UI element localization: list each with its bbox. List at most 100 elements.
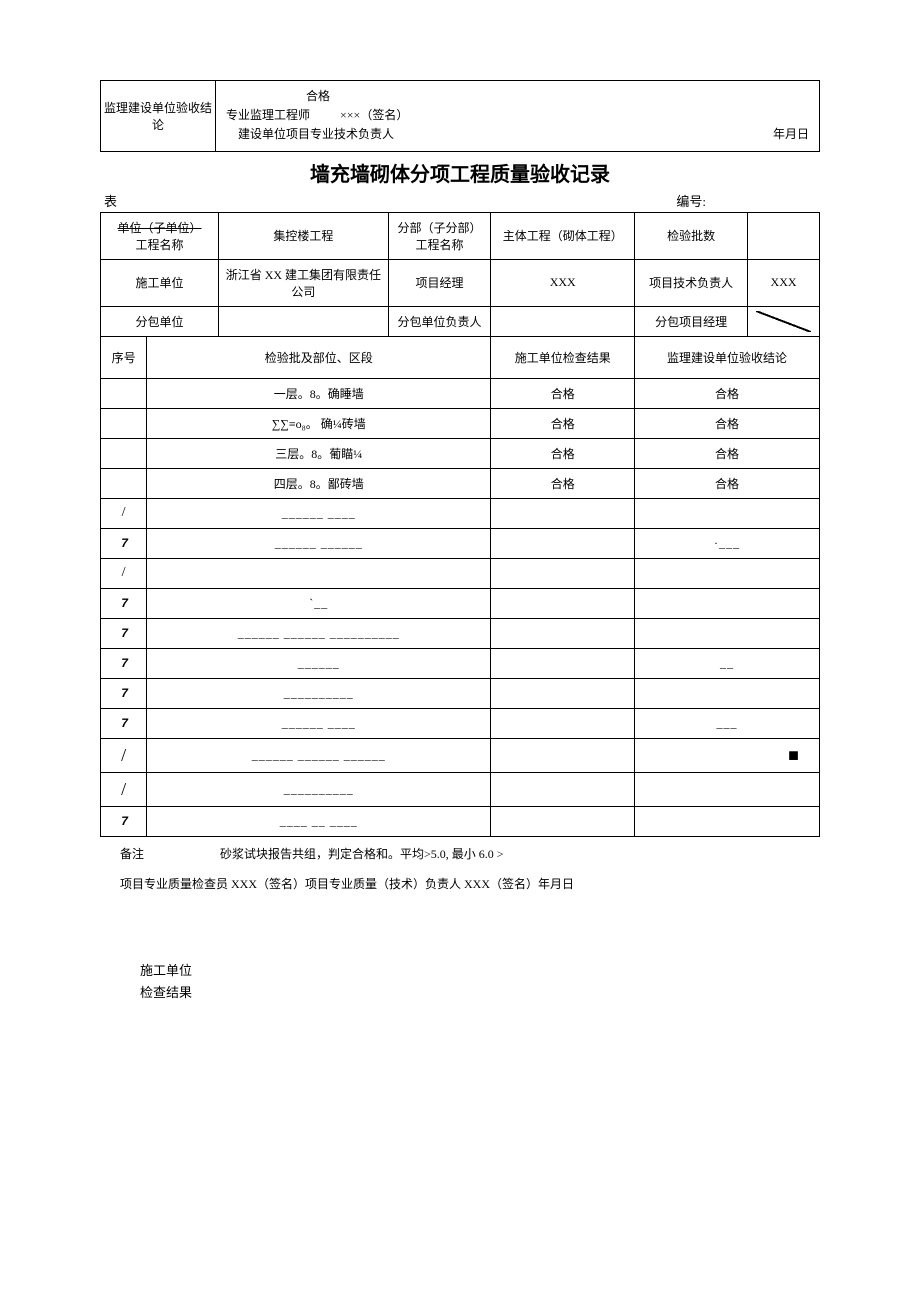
footer-line2: 检查结果 <box>140 982 820 1004</box>
table-label: 表 <box>104 191 224 210</box>
seq-mark: 7 <box>101 588 147 618</box>
result-empty <box>491 678 635 708</box>
unit-name-value: 集控楼工程 <box>219 212 388 259</box>
empty-row: 7 `__ <box>101 588 820 618</box>
section-name-value: 主体工程（砌体工程） <box>491 212 635 259</box>
result-empty <box>491 528 635 558</box>
col-seq: 序号 <box>101 336 147 378</box>
conclusion-empty: ___ <box>635 708 820 738</box>
col-result: 施工单位检查结果 <box>491 336 635 378</box>
dash-cell: ______ <box>147 648 491 678</box>
top-conclusion-box: 监理建设单位验收结论 合格 专业监理工程师 ×××（签名） 建设单位项目专业技术… <box>100 80 820 152</box>
seq-mark: 7 <box>101 528 147 558</box>
top-box-label: 监理建设单位验收结论 <box>101 81 216 151</box>
conclusion-empty <box>635 678 820 708</box>
subcontract-value <box>219 306 388 336</box>
info-row-2: 施工单位 浙江省 XX 建工集团有限责任公司 项目经理 XXX 项目技术负责人 … <box>101 259 820 306</box>
batch-cell: 一层。8。确睡墙 <box>147 378 491 408</box>
batch-count-value <box>748 212 820 259</box>
main-table: 单位（子单位） 工程名称 集控楼工程 分部（子分部） 工程名称 主体工程（砌体工… <box>100 212 820 837</box>
notes-label: 备注 <box>120 843 220 866</box>
empty-row: / __________ <box>101 772 820 806</box>
seq-cell <box>101 408 147 438</box>
dash-cell: ______ ______ __________ <box>147 618 491 648</box>
top-line3: 建设单位项目专业技术负责人 <box>226 125 809 144</box>
conclusion-empty: __ <box>635 648 820 678</box>
footer-line1: 施工单位 <box>140 960 820 982</box>
info-row-3: 分包单位 分包单位负责人 分包项目经理 <box>101 306 820 336</box>
info-row-1: 单位（子单位） 工程名称 集控楼工程 分部（子分部） 工程名称 主体工程（砌体工… <box>101 212 820 259</box>
notes-signature: 项目专业质量检查员 XXX（签名）项目专业质量（技术）负责人 XXX（签名）年月… <box>120 873 816 896</box>
dash-cell: ______ ____ <box>147 498 491 528</box>
conclusion-cell: 合格 <box>635 378 820 408</box>
result-empty <box>491 806 635 836</box>
construction-unit-label: 施工单位 <box>101 259 219 306</box>
batch-cell: 三层。8。葡瞄¼ <box>147 438 491 468</box>
empty-row: 7 __________ <box>101 678 820 708</box>
dash-cell <box>147 558 491 588</box>
table-header-row: 表 编号: <box>100 191 820 212</box>
result-cell: 合格 <box>491 378 635 408</box>
seq-mark: / <box>101 738 147 772</box>
conclusion-empty <box>635 806 820 836</box>
dash-cell: ______ ____ <box>147 708 491 738</box>
data-row: 四层。8。鄙砖墙 合格 合格 <box>101 468 820 498</box>
conclusion-empty <box>635 498 820 528</box>
conclusion-cell: 合格 <box>635 468 820 498</box>
batch-cell: 四层。8。鄙砖墙 <box>147 468 491 498</box>
column-header-row: 序号 检验批及部位、区段 施工单位检查结果 监理建设单位验收结论 <box>101 336 820 378</box>
dash-cell: ______ ______ <box>147 528 491 558</box>
data-row: 三层。8。葡瞄¼ 合格 合格 <box>101 438 820 468</box>
col-conclusion: 监理建设单位验收结论 <box>635 336 820 378</box>
conclusion-empty <box>635 772 820 806</box>
dash-cell: ______ ______ ______ <box>147 738 491 772</box>
seq-cell <box>101 468 147 498</box>
seq-cell <box>101 378 147 408</box>
empty-row: 7 ______ ____ ___ <box>101 708 820 738</box>
sub-lead-value <box>491 306 635 336</box>
top-line2b: ×××（签名） <box>340 106 408 125</box>
dash-cell: __________ <box>147 678 491 708</box>
result-empty <box>491 648 635 678</box>
seq-cell <box>101 438 147 468</box>
dash-cell: `__ <box>147 588 491 618</box>
data-row: ∑∑≡o₈。 确¼砖墙 合格 合格 <box>101 408 820 438</box>
pm-label: 项目经理 <box>388 259 491 306</box>
data-row: 一层。8。确睡墙 合格 合格 <box>101 378 820 408</box>
result-empty <box>491 708 635 738</box>
subcontract-label: 分包单位 <box>101 306 219 336</box>
conclusion-empty <box>635 588 820 618</box>
result-empty <box>491 738 635 772</box>
sub-pm-value <box>748 306 820 336</box>
footer-block: 施工单位 检查结果 <box>100 960 820 1004</box>
col-batch: 检验批及部位、区段 <box>147 336 491 378</box>
result-empty <box>491 772 635 806</box>
construction-unit-value: 浙江省 XX 建工集团有限责任公司 <box>219 259 388 306</box>
conclusion-cell: 合格 <box>635 438 820 468</box>
seq-mark: / <box>101 498 147 528</box>
dash-cell: __________ <box>147 772 491 806</box>
conclusion-empty <box>635 558 820 588</box>
conclusion-empty <box>635 618 820 648</box>
notes-text: 砂浆试块报告共组，判定合格和。平均>5.0, 最小 6.0 > <box>220 843 504 866</box>
top-box-content: 合格 专业监理工程师 ×××（签名） 建设单位项目专业技术负责人 年月日 <box>216 81 819 151</box>
empty-row: 7 ______ ______ ·___ <box>101 528 820 558</box>
seq-mark: 7 <box>101 618 147 648</box>
top-line1: 合格 <box>226 87 809 106</box>
seq-mark: 7 <box>101 678 147 708</box>
pm-value: XXX <box>491 259 635 306</box>
empty-row: / <box>101 558 820 588</box>
conclusion-empty: ·___ <box>635 528 820 558</box>
sub-pm-label: 分包项目经理 <box>635 306 748 336</box>
empty-row: 7 ______ ______ __________ <box>101 618 820 648</box>
result-empty <box>491 618 635 648</box>
empty-row: 7 ______ __ <box>101 648 820 678</box>
empty-row: / ______ ______ ______ ■ <box>101 738 820 772</box>
notes-section: 备注 砂浆试块报告共组，判定合格和。平均>5.0, 最小 6.0 > 项目专业质… <box>100 837 820 901</box>
top-date: 年月日 <box>773 125 809 144</box>
seq-mark: 7 <box>101 648 147 678</box>
result-empty <box>491 498 635 528</box>
empty-row: 7 ____ __ ____ <box>101 806 820 836</box>
tech-lead-label: 项目技术负责人 <box>635 259 748 306</box>
seq-mark: 7 <box>101 806 147 836</box>
